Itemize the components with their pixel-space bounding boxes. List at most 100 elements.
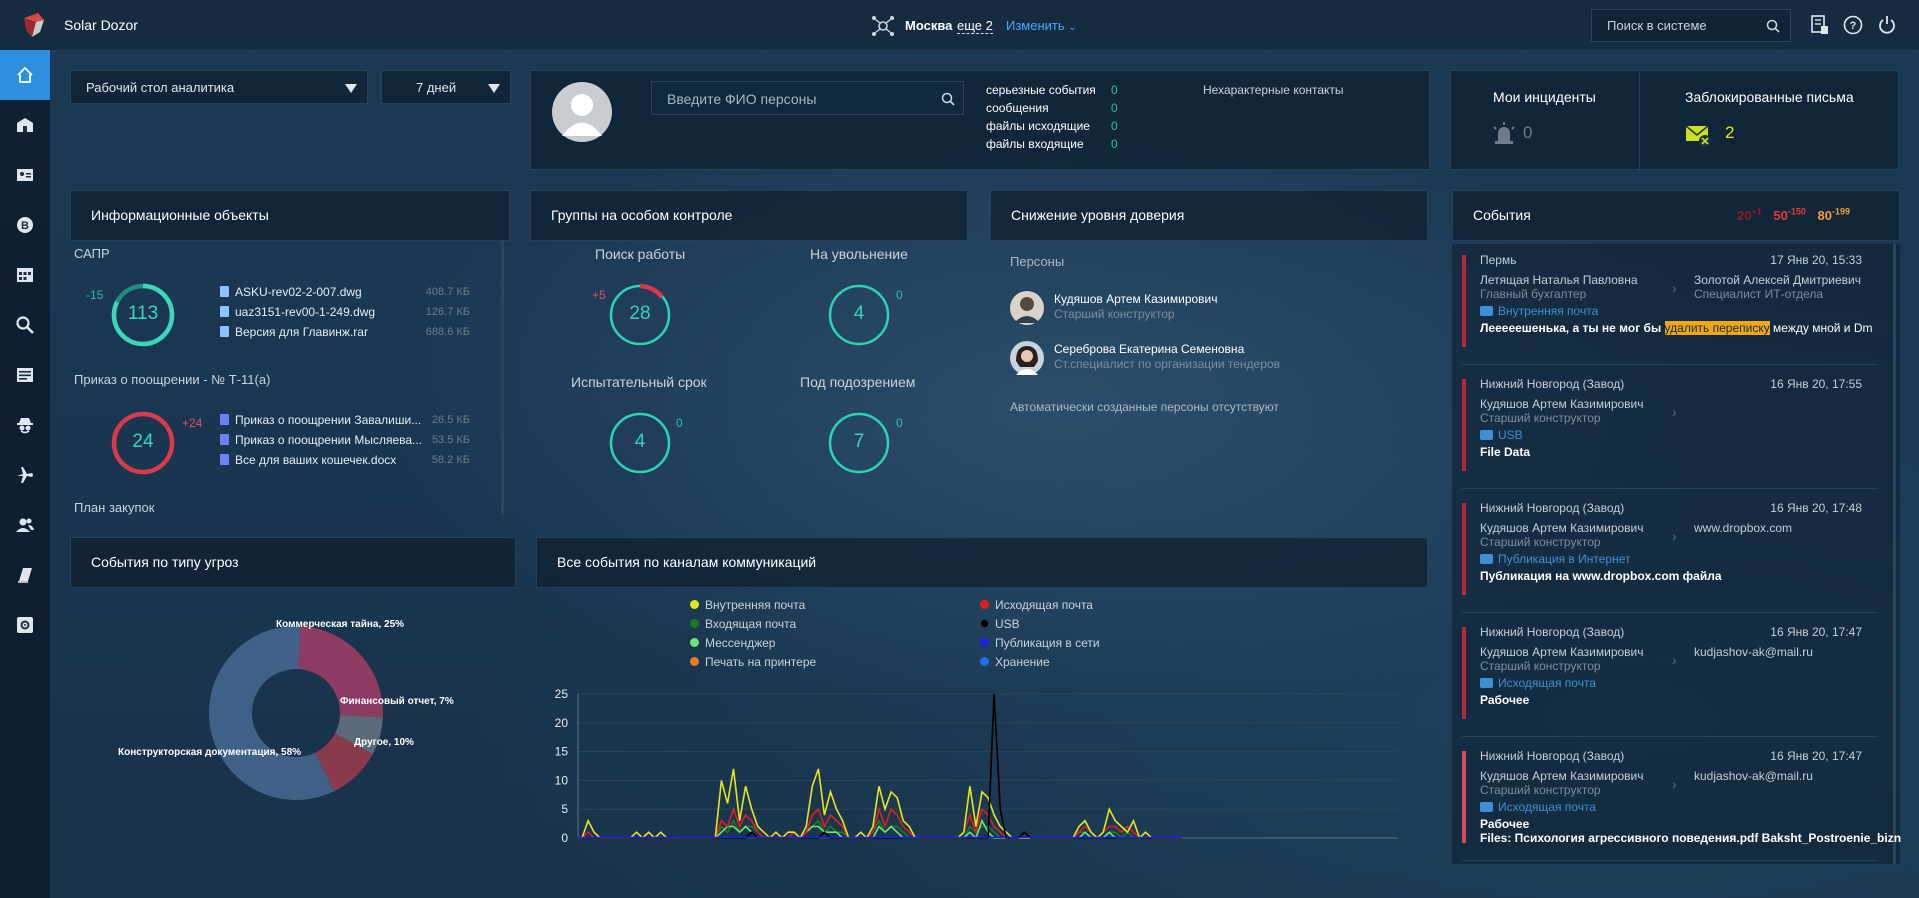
sidebar-item-person-card[interactable] [0,150,50,200]
sidebar: B [0,50,50,898]
event-card[interactable]: Нижний Новгород (Завод) 16 Янв 20, 17:47 К… [1462,619,1878,737]
sidebar-item-home[interactable] [0,50,50,100]
legend-item[interactable]: Внутренняя почта [690,598,805,612]
period-select[interactable]: 7 дней [381,70,511,104]
legend-item[interactable]: Входящая почта [690,617,796,631]
word-file-icon [220,434,229,445]
change-city-link[interactable]: Изменить ⌄ [1006,18,1077,33]
legend-item[interactable]: Исходящая почта [980,598,1093,612]
file-name: Версия для Главинж.rar [235,325,368,339]
group-ring[interactable] [607,410,673,476]
person-name[interactable]: Сереброва Екатерина Семеновна [1054,342,1245,356]
system-search-input[interactable]: Поиск в системе [1591,9,1791,42]
person-stat-value[interactable]: 0 [1111,83,1118,97]
legend-label: Входящая почта [705,617,797,631]
sidebar-item-office[interactable] [0,100,50,150]
bitcoin-icon: B [17,217,33,233]
blocked-letters-count[interactable]: 2 [1725,123,1735,142]
group-ring[interactable] [826,282,892,348]
severity-bar [1462,255,1466,347]
power-icon[interactable] [1876,14,1898,36]
file-item[interactable]: ASKU-rev02-2-007.dwg [220,285,362,299]
legend-swatch [980,619,989,628]
legend-item[interactable]: USB [980,617,1020,631]
event-card[interactable]: Нижний Новгород (Завод) 16 Янв 20, 17:55 К… [1462,371,1878,489]
file-item[interactable]: Приказ о поощрении Завалиши... [220,413,421,427]
series-line[interactable] [582,818,1182,840]
person-name[interactable]: Кудяшов Артем Казимирович [1054,292,1218,306]
event-recipient[interactable]: kudjashov-ak@mail.ru [1694,645,1813,659]
info-group-ring[interactable] [110,410,176,476]
event-sender[interactable]: Кудяшов Артем Казимирович [1480,521,1644,535]
y-tick-label: 20 [555,716,569,730]
scrollbar[interactable] [1893,244,1896,864]
event-sender[interactable]: Кудяшов Артем Казимирович [1480,645,1644,659]
event-recipient[interactable]: Золотой Алексей Дмитриевич [1694,273,1862,287]
event-sender-role: Главный бухгалтер [1480,287,1587,301]
severity-bar [1462,751,1466,843]
file-item[interactable]: uaz3151-rev00-1-249.dwg [220,305,375,319]
help-icon[interactable]: ? [1842,14,1864,36]
group-ring[interactable] [607,282,673,348]
group-ring[interactable] [826,410,892,476]
event-city: Нижний Новгород (Завод) [1480,501,1625,515]
search-icon[interactable] [1766,19,1780,33]
event-sender[interactable]: Кудяшов Артем Казимирович [1480,769,1644,783]
sidebar-item-search[interactable] [0,300,50,350]
person-search-placeholder: Введите ФИО персоны [667,91,817,107]
pie-slice[interactable] [315,733,373,792]
more-cities-link[interactable]: еще 2 [957,18,993,34]
event-recipient[interactable]: kudjashov-ak@mail.ru [1694,769,1813,783]
people-icon [16,518,34,532]
event-text-start: File Data [1480,445,1531,459]
file-item[interactable]: Приказ о поощрении Мысляева... [220,433,422,447]
info-group-value: 24 [132,431,154,452]
pie-slice[interactable] [298,626,383,718]
group-delta: +5 [592,288,606,302]
reports-icon[interactable] [1808,14,1830,36]
event-sender[interactable]: Летящая Наталья Павловна [1480,273,1638,287]
event-recipient[interactable]: www.dropbox.com [1694,521,1793,535]
legend-item[interactable]: Публикация в сети [980,636,1100,650]
sidebar-item-book[interactable] [0,550,50,600]
pie-labels: Коммерческая тайна, 25% Финансовый отчет,… [118,619,454,758]
sidebar-item-news[interactable] [0,350,50,400]
dashboard-select[interactable]: Рабочий стол аналитика [70,70,368,104]
event-sender-role: Старший конструктор [1480,659,1601,673]
pie-slice[interactable] [334,715,383,754]
search-icon[interactable] [941,92,955,106]
legend-item[interactable]: Печать на принтере [690,655,816,669]
solar-dozor-logo-icon[interactable] [18,10,48,40]
sidebar-item-people[interactable] [0,500,50,550]
person-stat-value[interactable]: 0 [1111,119,1118,133]
severity-badge-critical[interactable]: 20+1 [1737,207,1762,223]
event-channel: Исходящая почта [1480,676,1596,690]
my-incidents-count[interactable]: 0 [1523,123,1533,142]
plane-icon [17,467,33,483]
sidebar-item-bitcoin[interactable]: B [0,200,50,250]
scrollbar[interactable] [501,240,504,515]
severity-badge-high[interactable]: 50-150 [1773,207,1806,223]
channel-events-header: Все события по каналам коммуникаций [536,537,1428,588]
event-card[interactable]: Нижний Новгород (Завод) 16 Янв 20, 17:47 К… [1462,743,1901,861]
event-card[interactable]: Пермь 17 Янв 20, 15:33 Летящая Наталья Пав… [1462,247,1878,365]
info-group-ring[interactable] [110,282,176,348]
person-stat-value[interactable]: 0 [1111,101,1118,115]
severity-badge-delta: -150 [1787,207,1806,217]
chevron-right-icon: › [1672,404,1677,420]
sidebar-item-plane[interactable] [0,450,50,500]
event-sender[interactable]: Кудяшов Артем Казимирович [1480,397,1644,411]
event-card[interactable]: Нижний Новгород (Завод) 16 Янв 20, 17:48 К… [1462,495,1878,613]
file-item[interactable]: Версия для Главинж.rar [220,325,368,339]
legend-item[interactable]: Мессенджер [690,636,775,650]
person-search-input[interactable]: Введите ФИО персоны [651,81,964,115]
sidebar-item-calendar[interactable] [0,250,50,300]
pie-slice[interactable] [209,626,335,800]
channel-icon [1480,554,1493,564]
file-item[interactable]: Все для ваших кошечек.docx [220,453,396,467]
sidebar-item-spy[interactable] [0,400,50,450]
severity-badge-medium[interactable]: 80-199 [1817,207,1849,223]
person-stat-value[interactable]: 0 [1111,137,1118,151]
sidebar-item-settings[interactable] [0,600,50,650]
legend-item[interactable]: Хранение [980,655,1050,669]
